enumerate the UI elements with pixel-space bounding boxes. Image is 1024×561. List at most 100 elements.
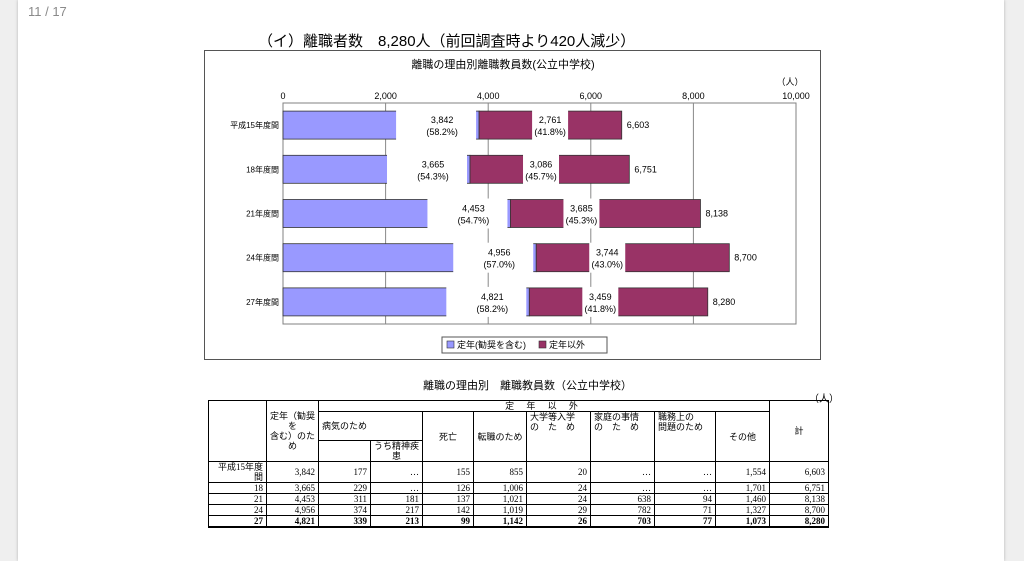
total-label: 8,280 bbox=[713, 297, 736, 307]
bar-segment-teinen-igai bbox=[528, 287, 709, 317]
table-cell: 155 bbox=[422, 461, 474, 483]
row-year-cell: 18 bbox=[208, 482, 267, 494]
header-kei: 計 bbox=[769, 400, 829, 462]
data-label-percent: (41.8%) bbox=[534, 127, 566, 137]
header-sonota: その他 bbox=[715, 411, 770, 462]
table-cell: 94 bbox=[654, 493, 716, 505]
table-cell: 6,751 bbox=[769, 482, 829, 494]
category-label: 18年度間 bbox=[246, 164, 279, 174]
header-byouki-spacer bbox=[318, 440, 371, 462]
data-label-percent: (57.0%) bbox=[483, 260, 515, 270]
x-tick-label: 10,000 bbox=[782, 91, 810, 101]
x-tick-label: 4,000 bbox=[477, 91, 500, 101]
data-label-box-teinen-igai bbox=[532, 110, 569, 141]
header-shokumu-line2: 問題のため bbox=[658, 422, 704, 432]
table-cell: 4,821 bbox=[266, 515, 319, 528]
table-cell: 782 bbox=[590, 504, 655, 516]
document-page: （イ）離職者数 8,280人（前回調査時より420人減少） 離職の理由別離職教員… bbox=[18, 0, 1004, 561]
table-cell: 6,603 bbox=[769, 461, 829, 483]
data-label-value: 3,685 bbox=[570, 204, 593, 214]
legend-box bbox=[441, 336, 608, 354]
data-label-value: 3,744 bbox=[596, 248, 619, 258]
header-katei: 家庭の事情 の た め bbox=[590, 411, 655, 462]
table-cell: … bbox=[654, 482, 716, 494]
chart-unit-label: （人） bbox=[776, 77, 803, 87]
row-year-cell: 21 bbox=[208, 493, 267, 505]
header-katei-line2: の た め bbox=[594, 422, 640, 432]
table-body: 平成15年度間 3,842 177… 155 855 20…… 1,554 6,603 18 3,… bbox=[208, 461, 829, 528]
chart-frame: 離職の理由別離職教員数(公立中学校) （人） 0 2,000 4,000 6,000 8,0… bbox=[204, 50, 821, 360]
table-cell: 703 bbox=[590, 515, 655, 528]
table-cell: 8,280 bbox=[769, 515, 829, 528]
data-label-value: 3,665 bbox=[422, 159, 445, 169]
row-year-cell: 27 bbox=[208, 515, 267, 528]
header-shokumu-line1: 職務上の bbox=[658, 412, 695, 422]
table-cell: 1,701 bbox=[715, 482, 770, 494]
bar-chart: 離職の理由別離職教員数(公立中学校) （人） 0 2,000 4,000 6,000 8,0… bbox=[230, 57, 810, 354]
table-cell: 229 bbox=[318, 482, 371, 494]
header-daigaku-line1: 大学等入学 bbox=[530, 412, 576, 422]
table-cell: 855 bbox=[473, 461, 527, 483]
header-blank bbox=[208, 400, 267, 462]
table-cell: 311 bbox=[318, 493, 371, 505]
header-seishin: うち精神疾患 bbox=[370, 440, 423, 462]
table-cell: 1,460 bbox=[715, 493, 770, 505]
data-table: 定年（勧奨を 含む）のため 定 年 以 外 計 病気のため 死亡 転職のため 大… bbox=[208, 400, 829, 528]
table-cell: 3,665 bbox=[266, 482, 319, 494]
x-tick-label: 0 bbox=[280, 91, 285, 101]
x-tick-label: 8,000 bbox=[682, 91, 705, 101]
table-cell: 1,554 bbox=[715, 461, 770, 483]
table-cell: 1,019 bbox=[473, 504, 527, 516]
table-cell: 71 bbox=[654, 504, 716, 516]
table-title: 離職の理由別 離職教員数（公立中学校） bbox=[423, 380, 632, 392]
table-cell: 1,327 bbox=[715, 504, 770, 516]
data-label-value: 2,761 bbox=[539, 115, 562, 125]
header-katei-line1: 家庭の事情 bbox=[594, 412, 640, 422]
data-label-percent: (58.2%) bbox=[426, 127, 458, 137]
table-cell: 1,142 bbox=[473, 515, 527, 528]
bar-segment-teinen-igai bbox=[535, 243, 730, 273]
data-label-box-teinen-igai bbox=[589, 242, 626, 273]
data-label-percent: (45.3%) bbox=[566, 216, 598, 226]
legend-label-teinen: 定年(勧奨を含む) bbox=[457, 339, 526, 350]
table-cell: 77 bbox=[654, 515, 716, 528]
table-unit: （人） bbox=[809, 394, 839, 405]
table-cell: 1,006 bbox=[473, 482, 527, 494]
total-label: 6,603 bbox=[627, 120, 650, 130]
bar-segment-teinen-igai bbox=[510, 199, 701, 228]
header-teinen-igai: 定 年 以 外 bbox=[318, 400, 770, 412]
table-cell: 29 bbox=[526, 504, 591, 516]
row-year-cell: 平成15年度間 bbox=[208, 461, 267, 483]
table-cell: … bbox=[370, 461, 423, 483]
table-cell: 213 bbox=[370, 515, 423, 528]
table-cell: 638 bbox=[590, 493, 655, 505]
header-tenshoku: 転職のため bbox=[473, 411, 527, 462]
table-row: 18 3,665 229… 126 1,006 24…… 1,701 6,751 bbox=[208, 482, 829, 494]
data-label-value: 4,956 bbox=[488, 248, 511, 258]
table-cell: 26 bbox=[526, 515, 591, 528]
table-cell: 126 bbox=[422, 482, 474, 494]
data-label-box-teinen bbox=[446, 286, 527, 317]
table-cell: 3,842 bbox=[266, 461, 319, 483]
table-row: 21 4,453 311 181 137 1,021 24 638 94 1,460 8,138 bbox=[208, 493, 829, 505]
table-cell: 24 bbox=[526, 493, 591, 505]
table-cell: 374 bbox=[318, 504, 371, 516]
data-label-box-teinen bbox=[396, 110, 477, 141]
total-label: 8,138 bbox=[705, 209, 728, 219]
section-heading: （イ）離職者数 8,280人（前回調査時より420人減少） bbox=[258, 33, 636, 50]
category-label: 27年度間 bbox=[246, 297, 279, 307]
category-label: 21年度間 bbox=[246, 209, 279, 219]
data-label-percent: (41.8%) bbox=[585, 304, 617, 314]
table-row: 27 4,821 339 213 99 1,142 26 703 77 1,073 8,280 bbox=[208, 515, 829, 528]
table-cell: 8,138 bbox=[769, 493, 829, 505]
table-cell: 181 bbox=[370, 493, 423, 505]
header-daigaku: 大学等入学 の た め bbox=[526, 411, 591, 462]
category-label: 24年度間 bbox=[246, 253, 279, 263]
header-byouki: 病気のため bbox=[318, 411, 423, 441]
data-label-box-teinen bbox=[387, 154, 468, 185]
data-label-box-teinen bbox=[453, 242, 534, 273]
data-label-value: 3,842 bbox=[431, 115, 454, 125]
table-cell: 4,956 bbox=[266, 504, 319, 516]
x-tick-label: 2,000 bbox=[374, 91, 397, 101]
x-tick-label: 6,000 bbox=[580, 91, 603, 101]
